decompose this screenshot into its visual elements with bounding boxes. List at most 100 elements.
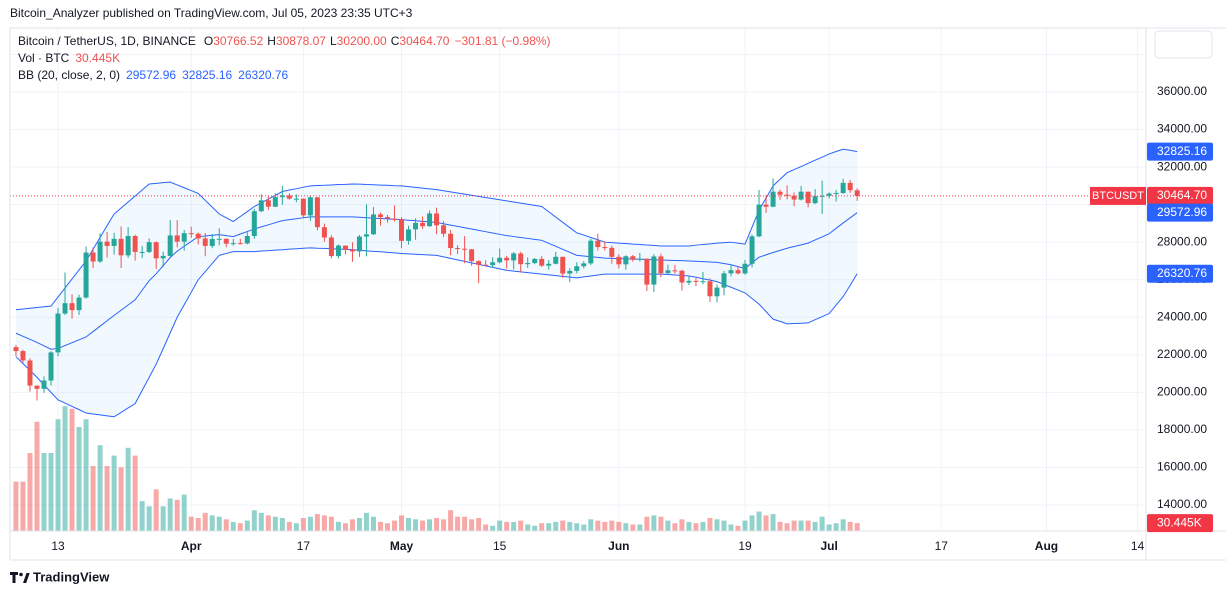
volume-bar (377, 521, 383, 531)
volume-marker (1147, 514, 1213, 533)
volume-bar (679, 519, 685, 531)
price-marker (1147, 186, 1213, 205)
x-tick-label: May (390, 539, 414, 553)
volume-bar (399, 515, 405, 531)
volume-name: Vol · BTC (18, 51, 70, 65)
volume-bar (532, 525, 538, 531)
candle-body (637, 258, 643, 260)
candle-body (41, 380, 47, 389)
bb-name: BB (20, close, 2, 0) (18, 68, 120, 82)
candle-body (216, 238, 222, 240)
volume-bar (125, 447, 131, 531)
price-marker-label: 26320.76 (1157, 266, 1207, 280)
candle-body (223, 238, 229, 244)
price-marker (1147, 203, 1213, 222)
candle-body (651, 256, 657, 285)
volume-bar (153, 489, 159, 531)
candle-body (546, 263, 552, 266)
candle-body (111, 238, 117, 246)
volume-bar (651, 515, 657, 531)
candle-body (700, 281, 706, 283)
volume-bar (735, 525, 741, 531)
volume-bar (616, 521, 622, 531)
volume-bar (251, 510, 257, 531)
candle-body (195, 233, 201, 239)
volume-bar (567, 521, 573, 531)
candle-body (518, 253, 524, 265)
legend-row: BB (20, close, 2, 0) 29572.96 32825.16 2632… (18, 68, 289, 82)
candle-body (756, 204, 762, 237)
candle-body (462, 248, 468, 250)
volume-bar (41, 453, 47, 531)
candle-body (20, 351, 26, 361)
candle-body (553, 256, 559, 264)
candle-body (476, 261, 482, 265)
volume-bar (48, 453, 54, 531)
change: −301.81 (−0.98%) (454, 34, 550, 48)
candle-body (504, 257, 510, 261)
candle-body (679, 270, 685, 283)
symbol-title: Bitcoin / TetherUS, 1D, BINANCE (18, 34, 196, 48)
volume-bar (812, 521, 818, 531)
candle-body (616, 256, 622, 265)
volume-bar (721, 520, 727, 531)
volume-bar (34, 421, 40, 531)
candle-body (55, 313, 61, 353)
volume-bar (272, 516, 278, 531)
volume-bar (483, 524, 489, 531)
x-tick-label: Jul (820, 539, 837, 553)
volume-bar (560, 520, 566, 531)
band-line (15, 247, 858, 418)
candle-body (328, 237, 334, 257)
x-tick-label: 13 (51, 539, 65, 553)
volume-bar (237, 523, 243, 531)
candle-body (567, 270, 573, 274)
volume-bar (300, 518, 306, 531)
candle-body (384, 217, 390, 219)
price-marker-label: 29572.96 (1157, 205, 1207, 219)
volume-bar (174, 499, 180, 531)
volume-bar (90, 466, 96, 531)
volume-bar (658, 516, 664, 531)
candle-body (209, 238, 215, 246)
candle-body (497, 257, 503, 263)
volume-bar (104, 466, 110, 531)
volume-marker-label: 30.445K (1157, 515, 1202, 529)
ohlc-value: 30878.07 (276, 34, 326, 48)
volume-bar (434, 518, 440, 531)
volume-bar (139, 501, 145, 531)
ohlc-value: 30464.70 (399, 34, 449, 48)
candle-body (847, 182, 853, 191)
ohlc-value: 30766.52 (213, 34, 263, 48)
candle-body (342, 245, 348, 250)
candle-body (244, 235, 250, 244)
candle-body (812, 196, 818, 204)
candle-body (132, 235, 138, 252)
y-tick-label: 34000.00 (1157, 122, 1207, 136)
volume-bar (111, 455, 117, 531)
volume-bar (581, 524, 587, 531)
candle-body (167, 235, 173, 256)
volume-bar (462, 516, 468, 531)
volume-bar (406, 518, 412, 531)
volume-bar (546, 523, 552, 531)
volume-bar (160, 506, 166, 531)
volume-bar (13, 481, 19, 531)
ohlc-key: H (267, 34, 276, 48)
y-tick-label: 14000.00 (1157, 497, 1207, 511)
candle-body (581, 263, 587, 267)
volume-bar (420, 520, 426, 531)
x-tick-label: 17 (935, 539, 949, 553)
candle-body (665, 270, 671, 274)
volume-bar (791, 520, 797, 531)
volume-bar (209, 515, 215, 531)
candle-body (427, 213, 433, 227)
x-tick-label: 14 (1131, 539, 1145, 553)
scale-button[interactable] (1154, 30, 1213, 59)
volume-bar (314, 514, 320, 531)
volume-bar (132, 455, 138, 531)
volume-bar (216, 516, 222, 531)
candle-body (455, 248, 461, 250)
volume-bar (749, 515, 755, 531)
